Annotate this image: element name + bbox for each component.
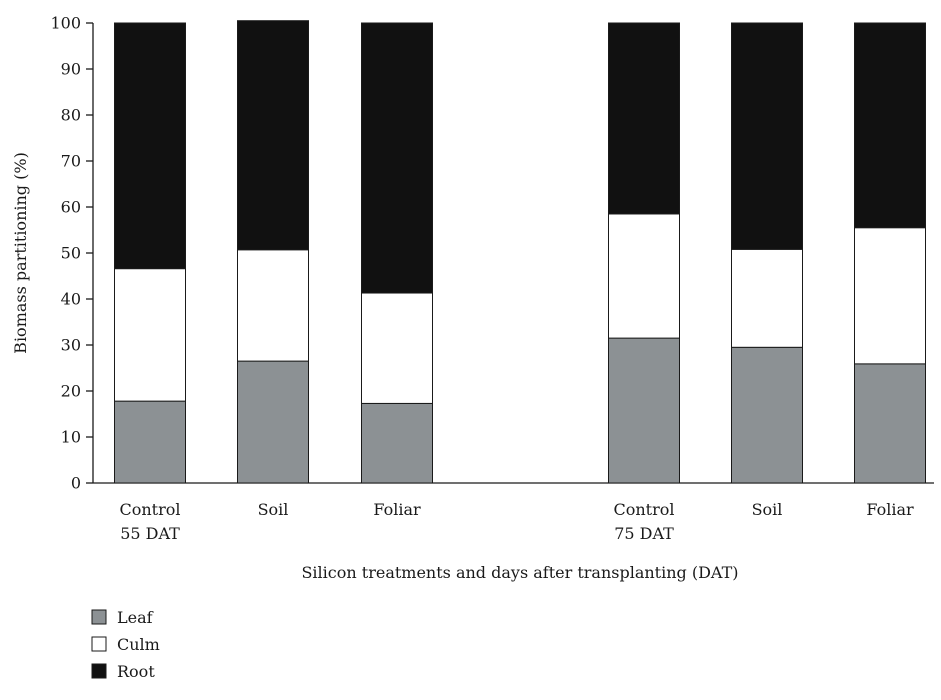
bar-root-3 <box>361 22 433 294</box>
y-tick-label: 100 <box>50 14 81 33</box>
y-tick-label: 20 <box>61 382 81 401</box>
x-tick-label: Foliar <box>866 500 914 519</box>
bar-culm-5 <box>731 248 803 348</box>
legend-swatch-root <box>91 663 107 679</box>
bar-root-1 <box>114 22 186 270</box>
bar-leaf-3 <box>361 402 433 484</box>
bar-culm-1 <box>114 268 186 402</box>
y-tick-label: 50 <box>61 244 81 263</box>
x-tick-label: Soil <box>258 500 289 519</box>
y-tick-label: 10 <box>61 428 81 447</box>
bar-leaf-6 <box>854 363 926 484</box>
y-tick-label: 40 <box>61 290 81 309</box>
x-tick-label: Control <box>613 500 674 519</box>
bar-root-6 <box>854 22 926 229</box>
bar-leaf-4 <box>608 337 680 484</box>
legend-label-culm: Culm <box>117 635 160 654</box>
y-tick-label: 0 <box>71 474 81 493</box>
x-tick-label: Soil <box>752 500 783 519</box>
bar-leaf-1 <box>114 400 186 484</box>
axes <box>86 22 934 484</box>
legend-label-root: Root <box>117 662 155 681</box>
bar-root-2 <box>237 20 309 251</box>
legend-label-leaf: Leaf <box>117 608 154 627</box>
bar-root-5 <box>731 22 803 250</box>
bars <box>114 20 926 484</box>
y-tick-label: 90 <box>61 60 81 79</box>
bar-culm-4 <box>608 213 680 339</box>
x-tick-label: Control <box>119 500 180 519</box>
labels: 0 10 20 30 40 50 60 70 80 90 100 Control 55 DAT Soil F… <box>50 14 914 544</box>
bar-culm-3 <box>361 292 433 404</box>
y-axis-title: Biomass partitioning (%) <box>11 152 30 354</box>
x-tick-label: 55 DAT <box>120 524 180 543</box>
legend-swatch-culm <box>91 636 107 652</box>
x-axis-title: Silicon treatments and days after transp… <box>301 563 738 582</box>
y-tick-label: 60 <box>61 198 81 217</box>
y-tick-label: 30 <box>61 336 81 355</box>
bar-culm-6 <box>854 227 926 365</box>
bar-leaf-2 <box>237 360 309 484</box>
x-tick-label: Foliar <box>373 500 421 519</box>
legend: Leaf Culm Root <box>91 608 160 681</box>
x-tick-label: 75 DAT <box>614 524 674 543</box>
y-tick-label: 70 <box>61 152 81 171</box>
y-tick-label: 80 <box>61 106 81 125</box>
bar-root-4 <box>608 22 680 215</box>
legend-swatch-leaf <box>91 609 107 625</box>
bar-leaf-5 <box>731 346 803 484</box>
bar-culm-2 <box>237 249 309 362</box>
